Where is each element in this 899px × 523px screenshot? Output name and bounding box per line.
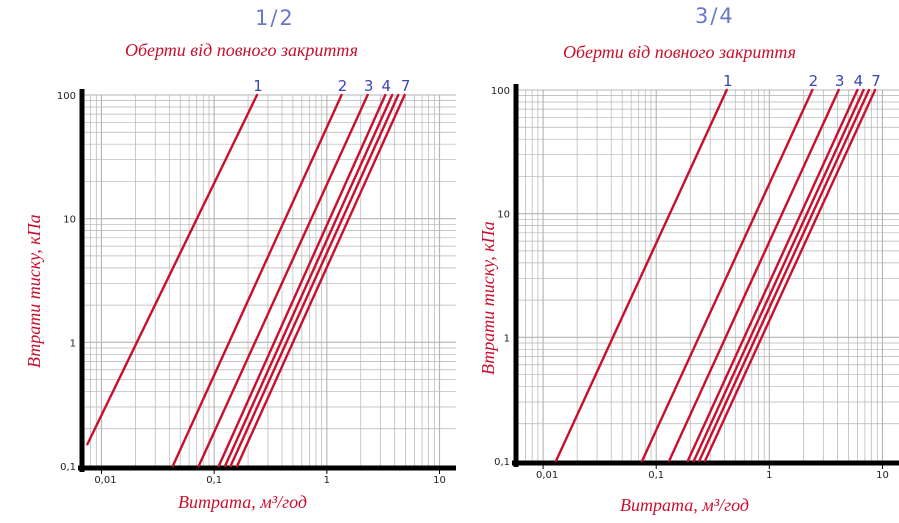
size-label: 3/4 — [695, 4, 735, 28]
curve-label: 3 — [364, 77, 374, 95]
curve-label: 3 — [835, 72, 845, 90]
curve-line-7 — [703, 88, 877, 463]
size-label: 1/2 — [255, 6, 295, 30]
grid — [83, 94, 456, 467]
chart-svg-left: 0,01 0,1 1 10 0,1 1 10 100 1 2 3 4 7 — [57, 77, 456, 486]
curve-line-3 — [197, 93, 369, 468]
chart-panel-3-4: 3/4 Оберти від повного закриття 0,01 0,1 1… — [450, 0, 899, 523]
curve-line-1 — [86, 93, 259, 446]
y-tick-label: 0,1 — [494, 457, 510, 468]
curve-line-1 — [554, 88, 728, 463]
x-axis-label: Витрата, м³/год — [178, 492, 307, 512]
curve-label: 2 — [338, 77, 348, 95]
x-tick-label: 0,01 — [536, 470, 558, 481]
curve-label: 7 — [401, 77, 411, 95]
y-tick-label: 10 — [497, 210, 510, 221]
x-tick-label: 0,1 — [206, 475, 222, 486]
curve-label: 1 — [253, 77, 263, 95]
x-tick-label: 1 — [324, 475, 330, 486]
x-tick-label: 10 — [876, 470, 889, 481]
curve-line-4 — [217, 93, 387, 468]
y-tick-label: 100 — [491, 86, 510, 97]
chart-svg-right: 0,01 0,1 1 10 0,1 1 10 100 1 2 3 4 7 — [491, 72, 899, 481]
chart-title: Оберти від повного закриття — [125, 40, 359, 60]
y-tick-label: 10 — [63, 215, 76, 226]
curve-line-4 — [686, 88, 859, 463]
curve-line-unlabelled — [692, 88, 865, 463]
y-tick-label: 1 — [70, 338, 76, 349]
curve-label: 4 — [854, 72, 864, 90]
curve-line-unlabelled — [223, 93, 394, 468]
curve-line-2 — [640, 88, 814, 463]
y-axis-label: Втрати тиску, кПа — [24, 214, 44, 368]
curve-line-unlabelled — [698, 88, 871, 463]
x-tick-label: 10 — [433, 475, 446, 486]
curve-line-unlabelled — [229, 93, 400, 468]
chart-title: Оберти від повного закриття — [563, 42, 797, 62]
curve-label: 1 — [723, 72, 733, 90]
y-tick-label: 1 — [504, 333, 510, 344]
x-tick-label: 1 — [766, 470, 772, 481]
y-tick-label: 0,1 — [60, 462, 76, 473]
curve-label: 2 — [809, 72, 819, 90]
curve-label: 4 — [381, 77, 391, 95]
curve-line-2 — [171, 93, 343, 468]
chart-panel-1-2: 1/2 Оберти від повного закриття 0,01 0,1 1… — [24, 6, 456, 512]
curve-line-3 — [667, 88, 840, 463]
curve-label: 7 — [871, 72, 881, 90]
curve-line-7 — [235, 93, 406, 468]
y-axis-label: Втрати тиску, кПа — [478, 221, 498, 375]
x-tick-label: 0,01 — [94, 475, 116, 486]
grid — [517, 89, 899, 462]
x-axis-label: Витрата, м³/год — [620, 495, 749, 515]
x-tick-label: 0,1 — [648, 470, 664, 481]
y-tick-label: 100 — [57, 91, 76, 102]
